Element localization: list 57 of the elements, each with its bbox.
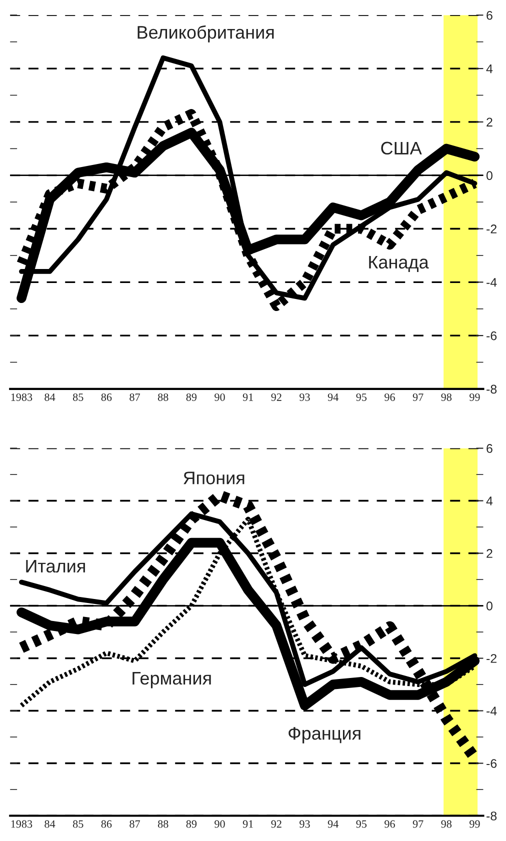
y-tick-label: 6	[486, 444, 492, 453]
x-tick-label: 90	[214, 393, 225, 401]
y-tick-label: 4	[486, 496, 493, 506]
x-tick-label: 91	[242, 820, 253, 828]
series-label: Германия	[132, 672, 211, 688]
x-tick-label: 95	[356, 820, 367, 828]
x-tick-label: 94	[328, 820, 338, 828]
x-tick-label: 99	[470, 820, 480, 828]
y-tick-label: 4	[486, 64, 493, 74]
y-tick-label: -6	[486, 331, 497, 340]
y-tick-label: -6	[486, 759, 497, 768]
x-tick-label: 96	[384, 393, 395, 401]
x-tick-label: 95	[356, 393, 367, 401]
x-tick-label: 92	[271, 820, 282, 828]
x-tick-label: 1983	[11, 393, 32, 401]
x-tick-label: 87	[130, 820, 140, 828]
x-tick-label: 97	[412, 393, 424, 401]
x-tick-label: 93	[300, 393, 310, 401]
x-tick-label: 88	[158, 393, 168, 401]
x-tick-label: 92	[271, 393, 282, 401]
x-tick-label: 99	[470, 393, 480, 401]
y-tick-label: -2	[486, 654, 496, 663]
y-tick-label: 2	[486, 549, 492, 558]
x-tick-label: 87	[130, 393, 140, 401]
x-tick-label: 84	[44, 820, 56, 828]
x-tick-label: 89	[186, 393, 197, 401]
x-tick-label: 88	[158, 820, 168, 828]
x-tick-label: 1983	[11, 820, 32, 828]
x-tick-label: 84	[44, 393, 56, 401]
x-tick-label: 97	[412, 820, 424, 828]
series-label: США	[381, 142, 422, 155]
x-tick-label: 85	[72, 393, 84, 401]
x-tick-label: 86	[101, 820, 112, 828]
y-tick-label: -8	[486, 812, 497, 820]
series-label: Великобритания	[138, 25, 274, 42]
x-tick-label: 91	[242, 393, 253, 401]
y-tick-label: -4	[486, 706, 497, 716]
y-tick-label: 2	[486, 118, 492, 126]
y-tick-label: 0	[486, 171, 492, 180]
x-tick-label: 94	[328, 393, 338, 401]
x-tick-label: 86	[101, 393, 112, 401]
x-tick-label: 93	[300, 820, 310, 828]
series-label: Италия	[26, 560, 85, 573]
y-tick-label: -8	[486, 384, 497, 394]
series-label: Канада	[369, 256, 429, 272]
x-tick-label: 90	[214, 820, 225, 828]
x-tick-label: 96	[384, 820, 395, 828]
x-tick-label: 85	[72, 820, 84, 828]
y-tick-label: 6	[486, 10, 492, 20]
x-tick-label: 98	[441, 393, 452, 401]
series-label: Франция	[288, 727, 360, 744]
y-tick-label: 0	[486, 602, 492, 610]
y-tick-label: -4	[486, 278, 497, 287]
series-label: Япония	[184, 472, 244, 484]
x-tick-label: 89	[186, 820, 197, 828]
x-tick-label: 98	[441, 820, 452, 828]
y-tick-label: -2	[486, 224, 496, 234]
